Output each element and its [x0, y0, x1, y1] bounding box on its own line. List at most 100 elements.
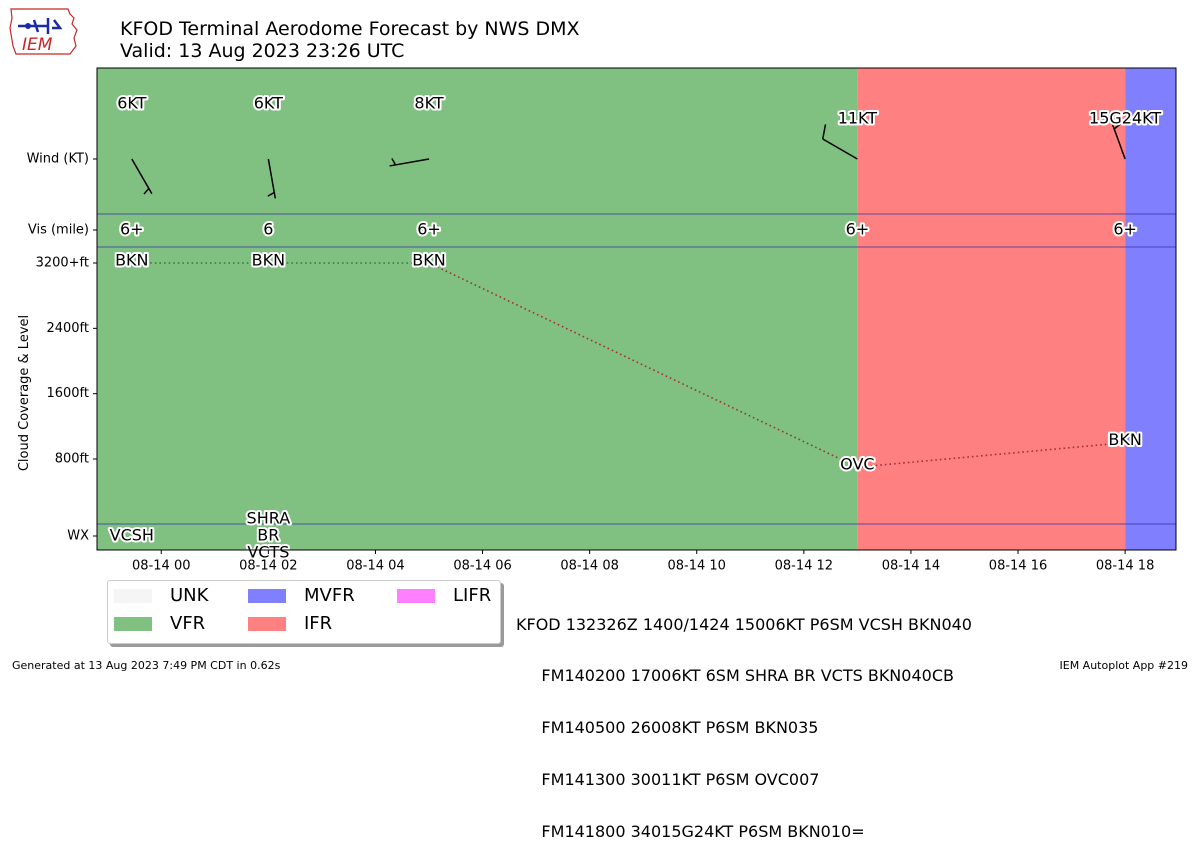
- wind-barb-feather: [143, 187, 150, 195]
- x-tick-label: 08-14 02: [239, 559, 297, 574]
- taf-line: FM141800 34015G24KT P6SM BKN010=: [516, 822, 865, 842]
- visibility-label-halo: 6+: [1113, 220, 1137, 239]
- chart-subtitle: Valid: 13 Aug 2023 23:26 UTC: [120, 40, 405, 62]
- cloud-level-segment: [428, 262, 858, 468]
- weather-label: SHRA: [247, 509, 291, 528]
- iowa-state-logo-icon: IEM: [9, 8, 78, 55]
- cloud-coverage-label-halo: BKN: [412, 251, 445, 270]
- taf-line: FM140200 17006KT 6SM SHRA BR VCTS BKN040…: [516, 666, 954, 686]
- legend-label-vfr: VFR: [170, 613, 206, 634]
- visibility-label: 6+: [1113, 220, 1137, 239]
- wind-barb-feather: [822, 124, 827, 140]
- weather-label-halo: SHRA: [247, 509, 291, 528]
- x-tick-label: 08-14 06: [453, 559, 511, 574]
- taf-line: FM141300 30011KT P6SM OVC007: [516, 770, 820, 790]
- raw-taf-text: KFOD 132326Z 1400/1424 15006KT P6SM VCSH…: [516, 581, 972, 858]
- wind-speed-label-halo: 6KT: [254, 94, 283, 113]
- legend: UNK MVFR LIFR VFR IFR: [107, 580, 501, 644]
- footer-generated: Generated at 13 Aug 2023 7:49 PM CDT in …: [12, 659, 281, 672]
- legend-swatch-ifr: [248, 617, 286, 631]
- cloud-coverage-label: BKN: [252, 251, 285, 270]
- y-tick-label: 800ft: [55, 452, 89, 467]
- x-tick-label: 08-14 08: [560, 559, 618, 574]
- x-tick-label: 08-14 18: [1096, 559, 1154, 574]
- wind-barb-feather: [391, 158, 397, 166]
- cloud-coverage-label: BKN: [115, 251, 148, 270]
- visibility-label-halo: 6+: [120, 220, 144, 239]
- cloud-coverage-label: BKN: [412, 251, 445, 270]
- y-tick-label: 1600ft: [46, 386, 89, 401]
- cloud-coverage-label: OVC: [840, 455, 874, 474]
- wind-speed-label: 6KT: [117, 94, 146, 113]
- legend-label-ifr: IFR: [304, 613, 333, 634]
- taf-line: KFOD 132326Z 1400/1424 15006KT P6SM VCSH…: [516, 614, 972, 634]
- wind-barb: [822, 124, 858, 160]
- weather-label-halo: BR: [257, 526, 279, 545]
- visibility-label-halo: 6+: [846, 220, 870, 239]
- wind-speed-label-halo: 11KT: [838, 109, 878, 128]
- cloud-level-segment: [857, 441, 1126, 468]
- cloud-coverage-label-halo: BKN: [252, 251, 285, 270]
- wind-barb-feather: [1110, 111, 1124, 122]
- visibility-label: 6+: [120, 220, 144, 239]
- x-tick-label: 08-14 16: [989, 559, 1047, 574]
- visibility-label-halo: 6+: [417, 220, 441, 239]
- wind-barb: [1110, 111, 1126, 160]
- row-label-weather: WX: [67, 529, 89, 544]
- wind-barb-feather: [267, 191, 275, 197]
- cloud-coverage-label: BKN: [1108, 430, 1141, 449]
- legend-label-mvfr: MVFR: [304, 585, 355, 606]
- legend-label-lifr: LIFR: [453, 585, 492, 606]
- y-axis-label: Cloud Coverage & Level: [17, 315, 32, 471]
- wind-speed-label-halo: 8KT: [414, 94, 443, 113]
- cloud-coverage-label-halo: BKN: [1108, 430, 1141, 449]
- visibility-label: 6+: [846, 220, 870, 239]
- wind-speed-label: 6KT: [254, 94, 283, 113]
- legend-swatch-unk: [114, 589, 152, 603]
- wind-barb-feather: [1113, 123, 1121, 130]
- wind-speed-label-halo: 6KT: [117, 94, 146, 113]
- flight-category-band: [1125, 68, 1176, 550]
- wind-barb-staff: [389, 158, 430, 167]
- wind-speed-label-halo: 15G24KT: [1089, 109, 1161, 128]
- legend-swatch-lifr: [397, 589, 435, 603]
- cloud-coverage-label-halo: OVC: [840, 455, 874, 474]
- wind-speed-label: 8KT: [414, 94, 443, 113]
- cloud-coverage-label-halo: BKN: [115, 251, 148, 270]
- flight-category-backgrounds: [97, 68, 1176, 550]
- visibility-label: 6+: [417, 220, 441, 239]
- chart-title: KFOD Terminal Aerodome Forecast by NWS D…: [120, 18, 580, 40]
- wind-barb-staff: [267, 158, 277, 199]
- weather-label-halo: VCSH: [110, 526, 154, 545]
- x-tick-label: 08-14 10: [668, 559, 726, 574]
- plot-frame: [96, 67, 1177, 551]
- y-tick-label: 2400ft: [46, 321, 89, 336]
- legend-swatch-mvfr: [248, 589, 286, 603]
- x-tick-label: 08-14 00: [132, 559, 190, 574]
- y-tick-label: 3200+ft: [36, 256, 89, 271]
- wind-barb-staff: [131, 158, 153, 195]
- wind-speed-label: 15G24KT: [1089, 109, 1161, 128]
- visibility-label-halo: 6: [263, 220, 273, 239]
- flight-category-band: [857, 68, 1126, 550]
- x-tick-label: 08-14 14: [882, 559, 940, 574]
- cloud-level-lines: [131, 262, 1126, 468]
- weather-label: VCSH: [110, 526, 154, 545]
- footer-app-id: IEM Autoplot App #219: [1059, 659, 1189, 672]
- x-tick-label: 08-14 12: [775, 559, 833, 574]
- iem-logo: IEM: [8, 6, 80, 58]
- weather-label: BR: [257, 526, 279, 545]
- visibility-label: 6: [263, 220, 273, 239]
- axes: Wind (KT) Vis (mile) WX 3200+ft 2400ft 1600ft…: [27, 67, 1177, 574]
- wind-barb: [389, 158, 430, 167]
- legend-label-unk: UNK: [170, 585, 209, 606]
- wind-barb-staff: [822, 138, 858, 160]
- wind-barbs: [131, 111, 1126, 199]
- legend-swatch-vfr: [114, 617, 152, 631]
- wind-barb: [131, 158, 153, 195]
- wind-barb-staff: [1110, 121, 1126, 160]
- wind-speed-label: 11KT: [838, 109, 878, 128]
- row-label-visibility: Vis (mile): [28, 223, 89, 238]
